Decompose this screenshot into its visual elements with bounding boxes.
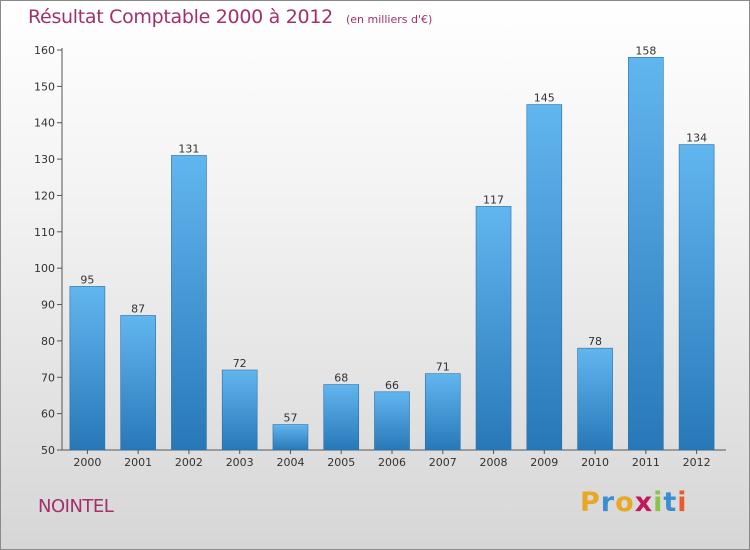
title-subtitle: (en milliers d'€) [345, 13, 433, 26]
proxiti-logo: Proxiti [580, 487, 688, 518]
y-tick-label: 60 [41, 408, 55, 421]
data-label: 66 [385, 379, 399, 392]
data-label: 78 [588, 335, 602, 348]
y-tick-label: 80 [41, 335, 55, 348]
bar [171, 155, 207, 451]
bar [526, 104, 563, 451]
logo-letter: o [615, 487, 635, 518]
y-tick-label: 70 [41, 371, 55, 384]
logo-letter: P [580, 487, 601, 518]
data-label: 68 [334, 372, 348, 385]
data-label: 131 [178, 142, 199, 155]
title-main: Résultat Comptable 2000 à 2012 [28, 6, 333, 28]
y-tick-label: 50 [41, 444, 55, 457]
data-label: 71 [436, 361, 450, 374]
x-tick-label: 2005 [327, 456, 355, 469]
y-tick-label: 140 [34, 117, 55, 130]
y-tick-label: 130 [34, 153, 55, 166]
data-label: 134 [686, 132, 707, 145]
data-label: 95 [80, 273, 94, 286]
x-tick-label: 2001 [124, 456, 152, 469]
y-tick-label: 120 [34, 189, 55, 202]
x-tick-label: 2010 [581, 456, 609, 469]
x-tick-label: 2006 [378, 456, 406, 469]
data-label: 57 [283, 412, 297, 425]
chart-title: Résultat Comptable 2000 à 2012 (en milli… [28, 6, 432, 28]
x-tick-label: 2003 [226, 456, 254, 469]
bar [69, 286, 106, 451]
y-tick-label: 110 [34, 226, 55, 239]
x-tick-label: 2011 [632, 456, 660, 469]
bar [678, 144, 715, 451]
bar [577, 347, 613, 451]
x-tick-label: 2004 [276, 456, 304, 469]
bar [424, 373, 461, 451]
logo-letter: i [677, 487, 688, 518]
data-label: 72 [233, 357, 247, 370]
commune-name: NOINTEL [38, 496, 114, 517]
logo-letter: r [600, 487, 616, 518]
bar [221, 369, 258, 451]
x-tick-label: 2000 [73, 456, 101, 469]
data-label: 158 [635, 44, 656, 57]
logo-letter: i [653, 487, 664, 518]
y-tick-label: 90 [41, 299, 55, 312]
x-tick-label: 2012 [683, 456, 711, 469]
data-label: 87 [131, 302, 145, 315]
x-tick-label: 2002 [175, 456, 203, 469]
bar [323, 384, 360, 451]
bar [475, 206, 512, 451]
x-tick-label: 2007 [429, 456, 457, 469]
x-tick-label: 2009 [530, 456, 558, 469]
bar [374, 391, 410, 451]
bar [272, 424, 309, 451]
y-tick-label: 160 [34, 44, 55, 57]
y-tick-label: 150 [34, 80, 55, 93]
bar [628, 56, 664, 451]
x-tick-label: 2008 [480, 456, 508, 469]
logo-letter: x [634, 487, 654, 518]
data-label: 145 [534, 92, 555, 105]
logo-letter: t [663, 487, 678, 518]
data-label: 117 [483, 193, 504, 206]
bar [120, 315, 156, 451]
y-tick-label: 100 [34, 262, 55, 275]
